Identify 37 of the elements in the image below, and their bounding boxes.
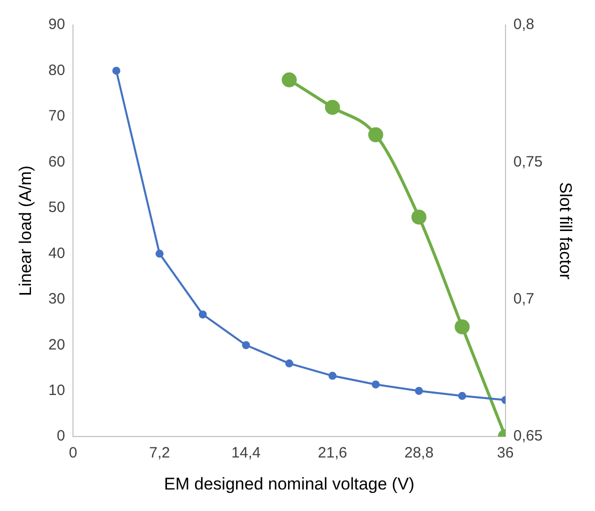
y2-tick-label: 0,7: [513, 290, 534, 308]
y-tick-label: 10: [48, 382, 66, 400]
y-tick-label: 30: [48, 290, 66, 308]
point: [242, 341, 250, 350]
x-tick-label: 36: [497, 444, 514, 462]
y-tick-label: 0: [56, 428, 66, 445]
x-tick-label: 28,8: [404, 444, 434, 462]
y-tick-label: 90: [48, 16, 66, 34]
x-tick-label: 7,2: [149, 444, 170, 462]
y2-tick-label: 0,65: [513, 428, 543, 445]
point: [328, 372, 336, 380]
point: [411, 210, 426, 225]
point: [372, 380, 380, 388]
y2-tick-label: 0,8: [513, 16, 534, 34]
point: [198, 310, 207, 318]
point: [414, 386, 423, 395]
x-tick-label: 14,4: [231, 444, 261, 462]
point: [454, 319, 470, 334]
point: [282, 72, 297, 88]
point: [285, 359, 294, 368]
y-tick-label: 20: [48, 336, 66, 354]
y-tick-label: 80: [48, 62, 66, 79]
point: [324, 100, 340, 115]
x-axis-title: EM designed nominal voltage (V): [164, 474, 414, 494]
y2-axis-title: Slot fill factor: [556, 182, 576, 280]
point: [368, 127, 384, 142]
y-tick-label: 40: [48, 244, 66, 262]
x-tick-label: 21,6: [318, 444, 348, 462]
y-tick-label: 70: [48, 108, 66, 125]
x-tick-label: 0: [68, 444, 78, 462]
y-tick-label: 60: [48, 153, 66, 170]
point: [156, 250, 164, 258]
point: [458, 392, 466, 400]
y-tick-label: 50: [48, 199, 66, 216]
y-axis-title: Linear load (A/m): [16, 166, 35, 296]
point: [112, 66, 120, 75]
y2-tick-label: 0,75: [513, 153, 543, 170]
